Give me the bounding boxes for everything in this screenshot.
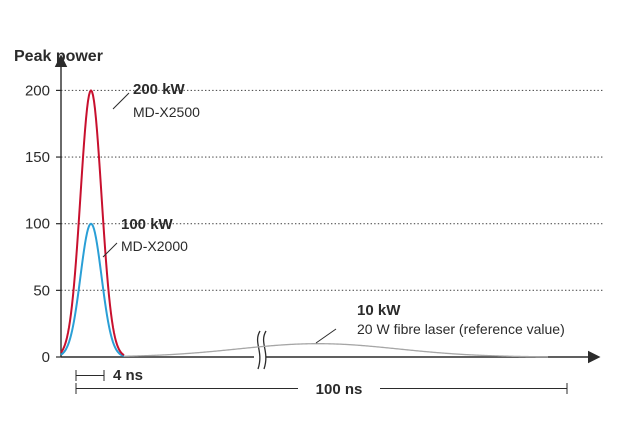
annotation-label: MD-X2000 [121, 238, 188, 254]
span-label-100ns: 100 ns [316, 381, 363, 398]
annotation-label: MD-X2500 [133, 104, 200, 120]
series [60, 89, 549, 358]
y-tick-label: 150 [25, 149, 50, 166]
y-tick-label: 100 [25, 216, 50, 233]
annotation-value: 100 kW [121, 216, 174, 233]
annotation-leader-line [315, 328, 337, 344]
series-line [60, 222, 125, 357]
y-tick-label: 0 [42, 349, 50, 366]
series-line [123, 343, 549, 358]
span-4ns [75, 370, 105, 381]
gridlines [61, 89, 603, 291]
span-100ns [75, 383, 568, 394]
y-axis-title: Peak power [14, 48, 103, 65]
axis-break-mark [254, 330, 267, 370]
annotation-leader-line [112, 92, 130, 110]
y-tick-labels: 0 50 100 150 200 [25, 82, 61, 366]
series-line [60, 89, 125, 356]
y-tick-label: 50 [33, 282, 50, 299]
annotation-value: 200 kW [133, 81, 186, 98]
y-tick-label: 200 [25, 82, 50, 99]
annotation-value: 10 kW [357, 302, 401, 319]
span-label-4ns: 4 ns [113, 367, 143, 384]
annotation-leader-line [102, 242, 118, 258]
annotation-label: 20 W fibre laser (reference value) [357, 321, 565, 337]
